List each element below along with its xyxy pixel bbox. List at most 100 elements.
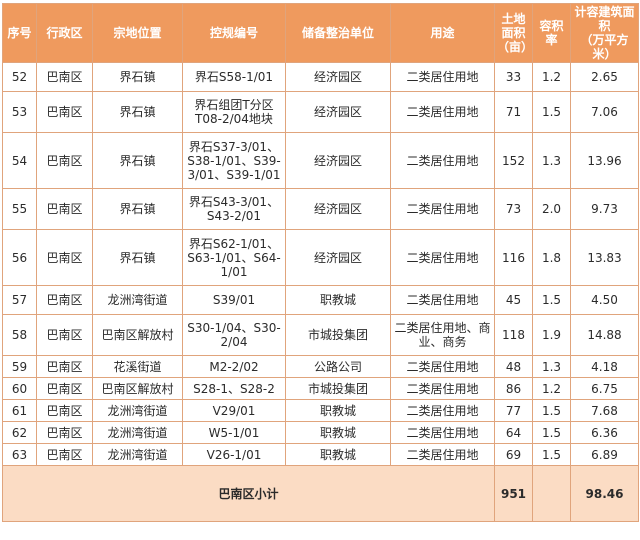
row-area: 48 xyxy=(494,355,533,378)
table-row: 54 巴南区 界石镇 界石S37-3/01、 S38-1/01、S39- 3/01、S… xyxy=(2,132,639,189)
row-unit: 职教城 xyxy=(285,443,391,466)
row-district: 巴南区 xyxy=(36,377,93,400)
row-code: S30-1/04、S30- 2/04 xyxy=(182,314,286,356)
row-code: V29/01 xyxy=(182,399,286,422)
header-code: 控规编号 xyxy=(182,3,286,63)
row-no: 60 xyxy=(2,377,37,400)
row-gfa: 2.65 xyxy=(570,62,639,92)
row-gfa: 7.06 xyxy=(570,91,639,133)
row-far: 1.2 xyxy=(532,62,571,92)
row-use: 二类居住用地 xyxy=(390,421,495,444)
table-row: 52 巴南区 界石镇 界石S58-1/01 经济园区 二类居住用地 33 1.2 2.65 xyxy=(2,62,639,92)
row-unit: 职教城 xyxy=(285,285,391,315)
row-location: 界石镇 xyxy=(92,91,183,133)
subtotal-label: 巴南区小计 xyxy=(2,465,495,522)
header-district: 行政区 xyxy=(36,3,93,63)
row-no: 57 xyxy=(2,285,37,315)
table-row: 63 巴南区 龙洲湾街道 V26-1/01 职教城 二类居住用地 69 1.5 6.89 xyxy=(2,443,639,466)
row-unit: 市城投集团 xyxy=(285,377,391,400)
header-use: 用途 xyxy=(390,3,495,63)
table-row: 57 巴南区 龙洲湾街道 S39/01 职教城 二类居住用地 45 1.5 4.50 xyxy=(2,285,639,315)
header-location: 宗地位置 xyxy=(92,3,183,63)
table-row: 53 巴南区 界石镇 界石组团T分区 T08-2/04地块 经济园区 二类居住用地 71 1.… xyxy=(2,91,639,133)
header-no: 序号 xyxy=(2,3,37,63)
row-area: 73 xyxy=(494,188,533,230)
row-code: V26-1/01 xyxy=(182,443,286,466)
row-location: 花溪街道 xyxy=(92,355,183,378)
row-gfa: 6.89 xyxy=(570,443,639,466)
subtotal-far xyxy=(532,465,571,522)
row-district: 巴南区 xyxy=(36,188,93,230)
row-location: 龙洲湾街道 xyxy=(92,399,183,422)
row-area: 33 xyxy=(494,62,533,92)
row-use: 二类居住用地 xyxy=(390,355,495,378)
row-unit: 经济园区 xyxy=(285,91,391,133)
row-use: 二类居住用地 xyxy=(390,285,495,315)
row-area: 45 xyxy=(494,285,533,315)
row-use: 二类居住用地 xyxy=(390,229,495,286)
row-far: 1.3 xyxy=(532,355,571,378)
table-row: 58 巴南区 巴南区解放村 S30-1/04、S30- 2/04 市城投集团 二类居住用地… xyxy=(2,314,639,356)
row-gfa: 13.96 xyxy=(570,132,639,189)
row-area: 152 xyxy=(494,132,533,189)
row-unit: 经济园区 xyxy=(285,188,391,230)
row-area: 71 xyxy=(494,91,533,133)
row-gfa: 4.18 xyxy=(570,355,639,378)
row-unit: 经济园区 xyxy=(285,229,391,286)
table-row: 62 巴南区 龙洲湾街道 W5-1/01 职教城 二类居住用地 64 1.5 6.36 xyxy=(2,421,639,444)
row-unit: 职教城 xyxy=(285,399,391,422)
row-use: 二类居住用地 xyxy=(390,132,495,189)
row-use: 二类居住用地 xyxy=(390,377,495,400)
row-far: 1.5 xyxy=(532,421,571,444)
row-district: 巴南区 xyxy=(36,132,93,189)
row-gfa: 7.68 xyxy=(570,399,639,422)
row-no: 55 xyxy=(2,188,37,230)
row-far: 2.0 xyxy=(532,188,571,230)
row-code: 界石S43-3/01、 S43-2/01 xyxy=(182,188,286,230)
row-area: 77 xyxy=(494,399,533,422)
row-use: 二类居住用地 xyxy=(390,188,495,230)
row-location: 龙洲湾街道 xyxy=(92,285,183,315)
table-row: 59 巴南区 花溪街道 M2-2/02 公路公司 二类居住用地 48 1.3 4.18 xyxy=(2,355,639,378)
row-use: 二类居住用地 xyxy=(390,91,495,133)
header-unit: 储备整治单位 xyxy=(285,3,391,63)
row-district: 巴南区 xyxy=(36,91,93,133)
row-code: 界石S62-1/01、 S63-1/01、S64- 1/01 xyxy=(182,229,286,286)
row-location: 界石镇 xyxy=(92,132,183,189)
row-gfa: 14.88 xyxy=(570,314,639,356)
row-district: 巴南区 xyxy=(36,285,93,315)
subtotal-gfa: 98.46 xyxy=(570,465,639,522)
row-area: 116 xyxy=(494,229,533,286)
row-location: 巴南区解放村 xyxy=(92,377,183,400)
row-use: 二类居住用地、商 业、商务 xyxy=(390,314,495,356)
row-far: 1.8 xyxy=(532,229,571,286)
table-row: 56 巴南区 界石镇 界石S62-1/01、 S63-1/01、S64- 1/01 经济… xyxy=(2,229,639,286)
row-far: 1.5 xyxy=(532,285,571,315)
row-location: 界石镇 xyxy=(92,229,183,286)
row-no: 54 xyxy=(2,132,37,189)
row-unit: 市城投集团 xyxy=(285,314,391,356)
row-location: 巴南区解放村 xyxy=(92,314,183,356)
row-no: 56 xyxy=(2,229,37,286)
row-district: 巴南区 xyxy=(36,421,93,444)
row-area: 86 xyxy=(494,377,533,400)
row-gfa: 13.83 xyxy=(570,229,639,286)
row-code: S28-1、S28-2 xyxy=(182,377,286,400)
row-far: 1.9 xyxy=(532,314,571,356)
row-far: 1.5 xyxy=(532,443,571,466)
row-gfa: 4.50 xyxy=(570,285,639,315)
row-code: 界石组团T分区 T08-2/04地块 xyxy=(182,91,286,133)
row-unit: 经济园区 xyxy=(285,132,391,189)
row-gfa: 9.73 xyxy=(570,188,639,230)
table-row: 55 巴南区 界石镇 界石S43-3/01、 S43-2/01 经济园区 二类居住用地 73… xyxy=(2,188,639,230)
row-district: 巴南区 xyxy=(36,62,93,92)
row-unit: 公路公司 xyxy=(285,355,391,378)
row-area: 118 xyxy=(494,314,533,356)
row-gfa: 6.75 xyxy=(570,377,639,400)
row-district: 巴南区 xyxy=(36,443,93,466)
row-area: 64 xyxy=(494,421,533,444)
row-location: 界石镇 xyxy=(92,188,183,230)
table-row: 61 巴南区 龙洲湾街道 V29/01 职教城 二类居住用地 77 1.5 7.68 xyxy=(2,399,639,422)
row-no: 61 xyxy=(2,399,37,422)
row-no: 59 xyxy=(2,355,37,378)
